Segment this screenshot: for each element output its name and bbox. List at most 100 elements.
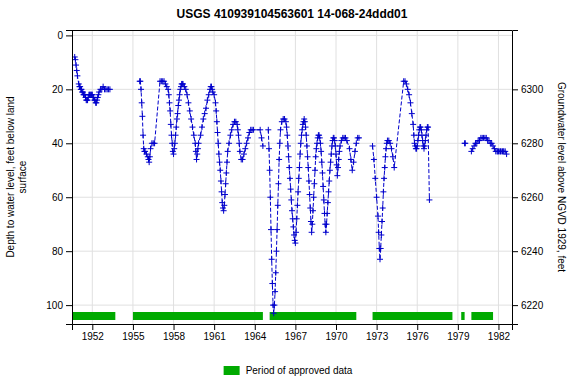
point-marker <box>490 143 496 149</box>
point-marker <box>424 124 430 130</box>
point-marker <box>175 111 181 117</box>
point-marker <box>474 140 480 146</box>
series <box>370 78 433 262</box>
y-axis-tick: 20 <box>52 84 72 95</box>
y2-axis-tick: 6260 <box>512 192 544 203</box>
x-axis-tick: 1961 <box>204 324 227 342</box>
point-marker <box>312 167 318 173</box>
point-marker <box>221 202 227 208</box>
point-marker <box>307 205 313 211</box>
point-marker <box>382 154 388 160</box>
point-marker <box>378 245 384 251</box>
x-axis-tick-label: 1964 <box>244 331 267 342</box>
grid-line-x <box>173 30 174 324</box>
point-marker <box>236 140 242 146</box>
point-marker <box>246 129 252 135</box>
point-marker <box>147 154 153 160</box>
point-marker <box>259 135 265 141</box>
point-marker <box>213 100 219 106</box>
point-marker <box>237 148 243 154</box>
point-marker <box>141 146 147 152</box>
point-marker <box>171 151 177 157</box>
x-axis-tick-label: 1952 <box>82 331 105 342</box>
y-axis-label-line: Depth to water level, feet below land <box>5 96 16 257</box>
point-marker <box>100 84 106 90</box>
point-marker <box>292 240 298 246</box>
point-marker <box>315 132 321 138</box>
x-axis-tick-mark <box>255 324 256 330</box>
grid-line-x <box>457 30 458 324</box>
y2-axis-tick-label: 6300 <box>521 84 544 95</box>
point-marker <box>146 159 152 165</box>
y2-axis-tick-label: 6280 <box>521 138 544 149</box>
point-marker <box>349 167 355 173</box>
point-marker <box>229 127 235 133</box>
point-marker <box>327 167 333 173</box>
point-marker <box>370 143 376 149</box>
point-marker <box>421 146 427 152</box>
point-marker <box>217 159 223 165</box>
point-marker <box>290 224 296 230</box>
x-axis-tick-label: 1961 <box>204 331 227 342</box>
point-marker <box>380 189 386 195</box>
grid-line-x <box>92 30 93 324</box>
y-axis-tick-label: 20 <box>52 84 64 95</box>
point-marker <box>403 81 409 87</box>
series-line <box>268 119 359 313</box>
point-marker <box>267 194 273 200</box>
point-marker <box>313 154 319 160</box>
point-marker <box>405 86 411 92</box>
grid-line-y <box>72 89 512 90</box>
series-line <box>75 57 110 103</box>
point-marker <box>220 205 226 211</box>
point-marker <box>351 159 357 165</box>
y-axis: 020406080100 <box>46 30 72 324</box>
point-marker <box>210 89 216 95</box>
point-marker <box>412 140 418 146</box>
point-marker <box>294 216 300 222</box>
point-marker <box>208 84 214 90</box>
point-marker <box>326 178 332 184</box>
y-axis-tick-label: 0 <box>57 30 63 41</box>
y-axis-line <box>66 31 73 325</box>
point-marker <box>89 92 95 98</box>
point-marker <box>194 151 200 157</box>
point-marker <box>407 100 413 106</box>
point-marker <box>424 127 430 133</box>
point-marker <box>391 165 397 171</box>
point-marker <box>218 178 224 184</box>
x-axis-tick: 1958 <box>163 324 186 342</box>
point-marker <box>227 132 233 138</box>
point-marker <box>418 124 424 130</box>
point-marker <box>294 202 300 208</box>
grid-line-y <box>72 35 512 36</box>
point-marker <box>240 156 246 162</box>
point-marker <box>208 84 214 90</box>
point-marker <box>356 135 362 141</box>
y-axis-tick-mark <box>66 143 72 144</box>
point-marker <box>213 108 219 114</box>
point-marker <box>311 194 317 200</box>
point-marker <box>417 124 423 130</box>
point-marker <box>319 159 325 165</box>
x-axis-tick-mark <box>174 324 175 330</box>
point-marker <box>266 146 272 152</box>
chart-container: 1952195519581961196419671970197319761979… <box>0 0 576 384</box>
point-marker <box>296 165 302 171</box>
point-marker <box>313 146 319 152</box>
point-marker <box>344 138 350 144</box>
grid-line-x <box>376 30 377 324</box>
point-marker <box>72 57 78 63</box>
legend-swatch <box>224 366 240 375</box>
point-marker <box>296 175 302 181</box>
point-marker <box>214 119 220 125</box>
approved-period <box>270 312 357 320</box>
y2-axis-tick-mark <box>512 251 518 252</box>
grid-line-x <box>295 30 296 324</box>
point-marker <box>196 140 202 146</box>
point-marker <box>138 86 144 92</box>
point-marker <box>170 148 176 154</box>
point-marker <box>414 143 420 149</box>
grid-line-y <box>72 197 512 198</box>
point-marker <box>85 97 91 103</box>
